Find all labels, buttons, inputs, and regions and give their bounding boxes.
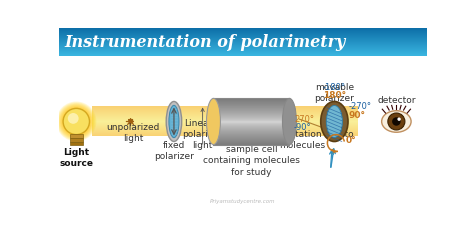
Circle shape bbox=[73, 118, 80, 125]
Circle shape bbox=[69, 114, 83, 128]
Bar bbox=[70, 139, 82, 142]
Text: unpolarized
light: unpolarized light bbox=[106, 123, 160, 143]
Circle shape bbox=[59, 105, 93, 139]
Text: 180°: 180° bbox=[323, 91, 346, 100]
Text: detector: detector bbox=[377, 96, 416, 105]
Circle shape bbox=[65, 111, 87, 132]
Circle shape bbox=[69, 114, 84, 129]
Text: Linearly
polarized
light: Linearly polarized light bbox=[182, 119, 224, 150]
Text: 90°: 90° bbox=[348, 111, 365, 120]
Circle shape bbox=[61, 106, 92, 137]
Text: Instrumentation of polarimetry: Instrumentation of polarimetry bbox=[64, 34, 346, 51]
Circle shape bbox=[64, 110, 88, 133]
Text: 0°: 0° bbox=[345, 136, 356, 145]
Circle shape bbox=[68, 113, 85, 130]
Circle shape bbox=[66, 111, 86, 131]
Text: sample cell
containing molecules
for study: sample cell containing molecules for stu… bbox=[203, 145, 300, 177]
Circle shape bbox=[63, 108, 90, 135]
Circle shape bbox=[392, 117, 401, 126]
Ellipse shape bbox=[326, 105, 342, 138]
Text: Light
source: Light source bbox=[59, 148, 93, 168]
Circle shape bbox=[71, 116, 82, 127]
Ellipse shape bbox=[169, 105, 179, 138]
Circle shape bbox=[58, 103, 95, 140]
Circle shape bbox=[67, 112, 86, 131]
Circle shape bbox=[70, 115, 82, 128]
Circle shape bbox=[56, 101, 96, 142]
Bar bbox=[70, 142, 82, 145]
Circle shape bbox=[397, 118, 401, 121]
Ellipse shape bbox=[207, 98, 220, 145]
Circle shape bbox=[60, 105, 92, 138]
Circle shape bbox=[57, 102, 96, 141]
Ellipse shape bbox=[321, 101, 348, 142]
Bar bbox=[70, 134, 82, 139]
Text: -270°: -270° bbox=[348, 102, 371, 111]
Text: Optical rotation due to
molecules: Optical rotation due to molecules bbox=[251, 130, 353, 150]
Text: -180°: -180° bbox=[323, 83, 346, 92]
Ellipse shape bbox=[382, 111, 411, 132]
Text: movable
polarizer: movable polarizer bbox=[314, 83, 354, 103]
Circle shape bbox=[388, 113, 405, 130]
Circle shape bbox=[64, 109, 89, 134]
Text: fixed
polarizer: fixed polarizer bbox=[154, 141, 194, 161]
Text: Priyamstudycentre.com: Priyamstudycentre.com bbox=[210, 199, 276, 204]
Circle shape bbox=[58, 104, 94, 139]
Text: -90°: -90° bbox=[293, 123, 311, 132]
Circle shape bbox=[62, 107, 91, 136]
Ellipse shape bbox=[166, 101, 182, 142]
Ellipse shape bbox=[283, 98, 296, 145]
Circle shape bbox=[63, 108, 90, 135]
Text: 270°: 270° bbox=[294, 115, 314, 124]
Circle shape bbox=[63, 108, 90, 135]
Circle shape bbox=[72, 117, 81, 126]
Circle shape bbox=[68, 113, 79, 124]
